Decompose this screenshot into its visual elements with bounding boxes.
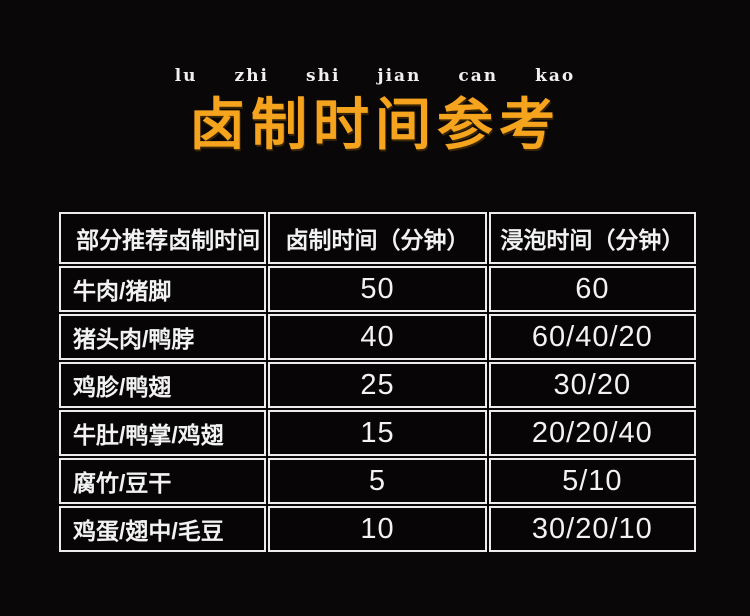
pinyin-syllable: shi <box>306 66 341 86</box>
table-row: 牛肚/鸭掌/鸡翅 15 20/20/40 <box>59 410 696 456</box>
table-row: 腐竹/豆干 5 5/10 <box>59 458 696 504</box>
item-name: 牛肚/鸭掌/鸡翅 <box>59 410 267 456</box>
item-name: 牛肉/猪脚 <box>59 266 267 312</box>
item-name: 鸡蛋/翅中/毛豆 <box>59 506 267 552</box>
page-title: 卤制时间参考 <box>189 92 561 158</box>
column-header-braise-time: 卤制时间（分钟） <box>268 212 487 264</box>
braise-minutes: 10 <box>268 506 487 552</box>
pinyin-syllable: lu <box>174 66 198 86</box>
column-header-item: 部分推荐卤制时间 <box>59 212 267 264</box>
table-row: 鸡蛋/翅中/毛豆 10 30/20/10 <box>59 506 696 552</box>
braise-minutes: 40 <box>268 314 487 360</box>
table-row: 牛肉/猪脚 50 60 <box>59 266 696 312</box>
table-header-row: 部分推荐卤制时间 卤制时间（分钟） 浸泡时间（分钟） <box>59 212 696 264</box>
pinyin-syllable: kao <box>535 66 576 86</box>
table-row: 猪头肉/鸭脖 40 60/40/20 <box>59 314 696 360</box>
soak-minutes: 60 <box>488 266 696 312</box>
pinyin-subtitle: lu zhi shi jian can kao <box>0 64 750 88</box>
pinyin-syllable: can <box>458 66 499 86</box>
item-name: 猪头肉/鸭脖 <box>59 314 267 360</box>
pinyin-syllable: jian <box>377 66 422 86</box>
item-name: 鸡胗/鸭翅 <box>59 362 267 408</box>
braise-minutes: 50 <box>268 266 487 312</box>
table-row: 鸡胗/鸭翅 25 30/20 <box>59 362 696 408</box>
soak-minutes: 30/20/10 <box>488 506 696 552</box>
soak-minutes: 20/20/40 <box>488 410 696 456</box>
soak-minutes: 30/20 <box>488 362 696 408</box>
column-header-soak-time: 浸泡时间（分钟） <box>488 212 696 264</box>
braise-minutes: 5 <box>268 458 487 504</box>
braise-time-table: 部分推荐卤制时间 卤制时间（分钟） 浸泡时间（分钟） 牛肉/猪脚 50 60 猪… <box>57 210 698 554</box>
soak-minutes: 60/40/20 <box>488 314 696 360</box>
pinyin-syllable: zhi <box>234 66 270 86</box>
item-name: 腐竹/豆干 <box>59 458 267 504</box>
braise-minutes: 15 <box>268 410 487 456</box>
soak-minutes: 5/10 <box>488 458 696 504</box>
braise-minutes: 25 <box>268 362 487 408</box>
